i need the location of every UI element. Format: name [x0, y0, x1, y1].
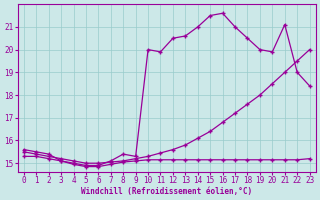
X-axis label: Windchill (Refroidissement éolien,°C): Windchill (Refroidissement éolien,°C): [81, 187, 252, 196]
